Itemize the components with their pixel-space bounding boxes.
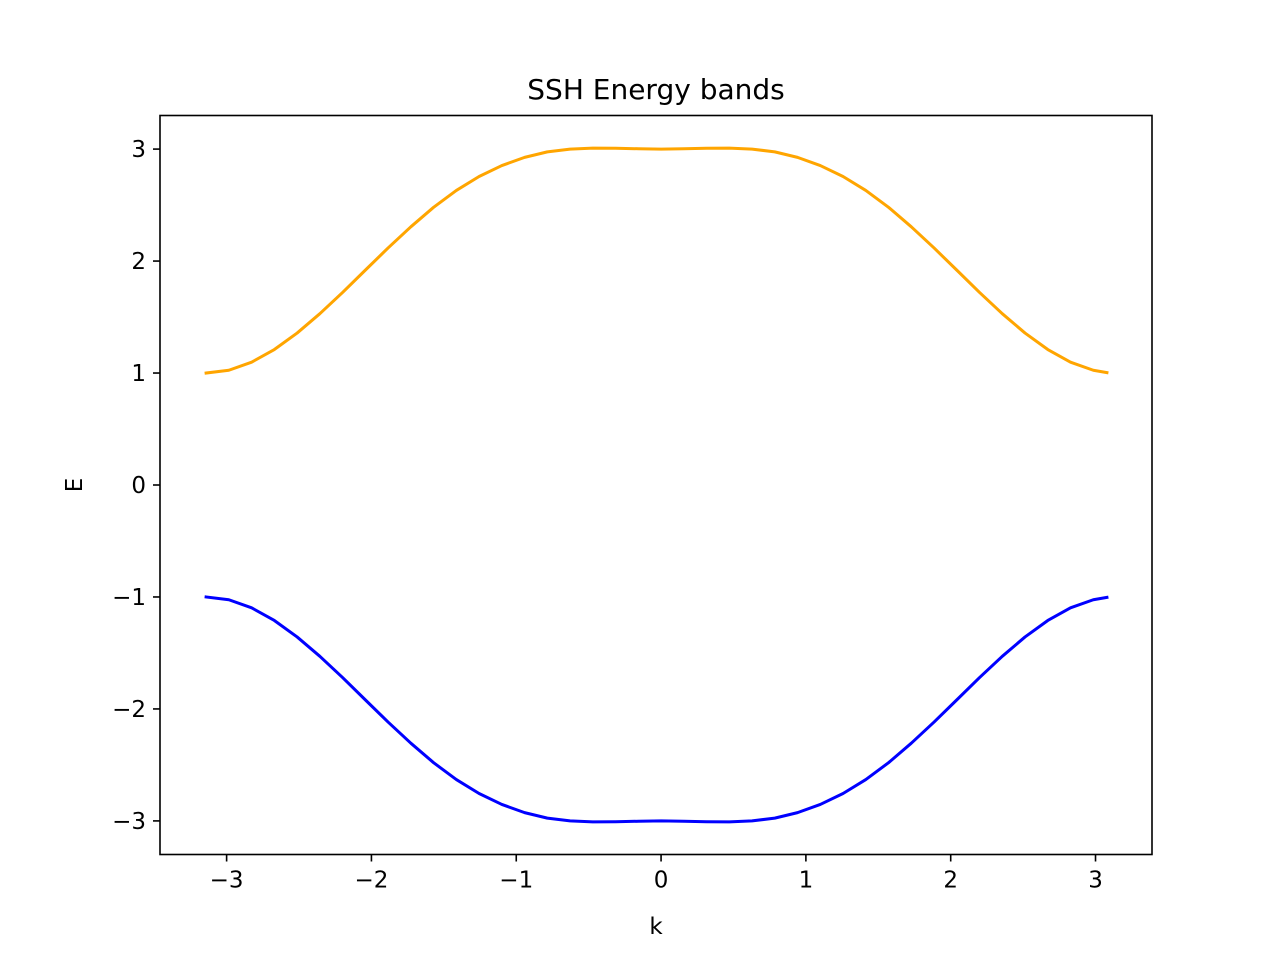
y-axis-label: E [62, 478, 88, 493]
plot-area [204, 146, 1109, 824]
x-tick-label: 0 [654, 868, 669, 894]
y-tick-label: 2 [131, 249, 146, 275]
x-tick-label: −2 [354, 868, 388, 894]
y-tick-label: 1 [131, 361, 146, 387]
x-axis-ticks: −3 −2 −1 0 1 2 3 [210, 854, 1103, 894]
y-tick-label: 3 [131, 137, 146, 163]
y-tick-label: −1 [112, 585, 146, 611]
y-tick-label: −2 [112, 697, 146, 723]
x-tick-label: 2 [943, 868, 958, 894]
y-axis-ticks: 3 2 1 0 −1 −2 −3 [112, 137, 160, 835]
x-tick-label: −1 [499, 868, 533, 894]
x-tick-label: 3 [1088, 868, 1103, 894]
x-tick-label: −3 [210, 868, 244, 894]
y-tick-label: 0 [131, 473, 146, 499]
band-line-upper [204, 146, 1109, 375]
x-tick-label: 1 [799, 868, 814, 894]
band-line-lower [204, 595, 1109, 824]
chart-title: SSH Energy bands [527, 73, 784, 106]
plot-frame [159, 114, 1153, 856]
x-axis-label: k [649, 914, 663, 940]
y-tick-label: −3 [112, 809, 146, 835]
